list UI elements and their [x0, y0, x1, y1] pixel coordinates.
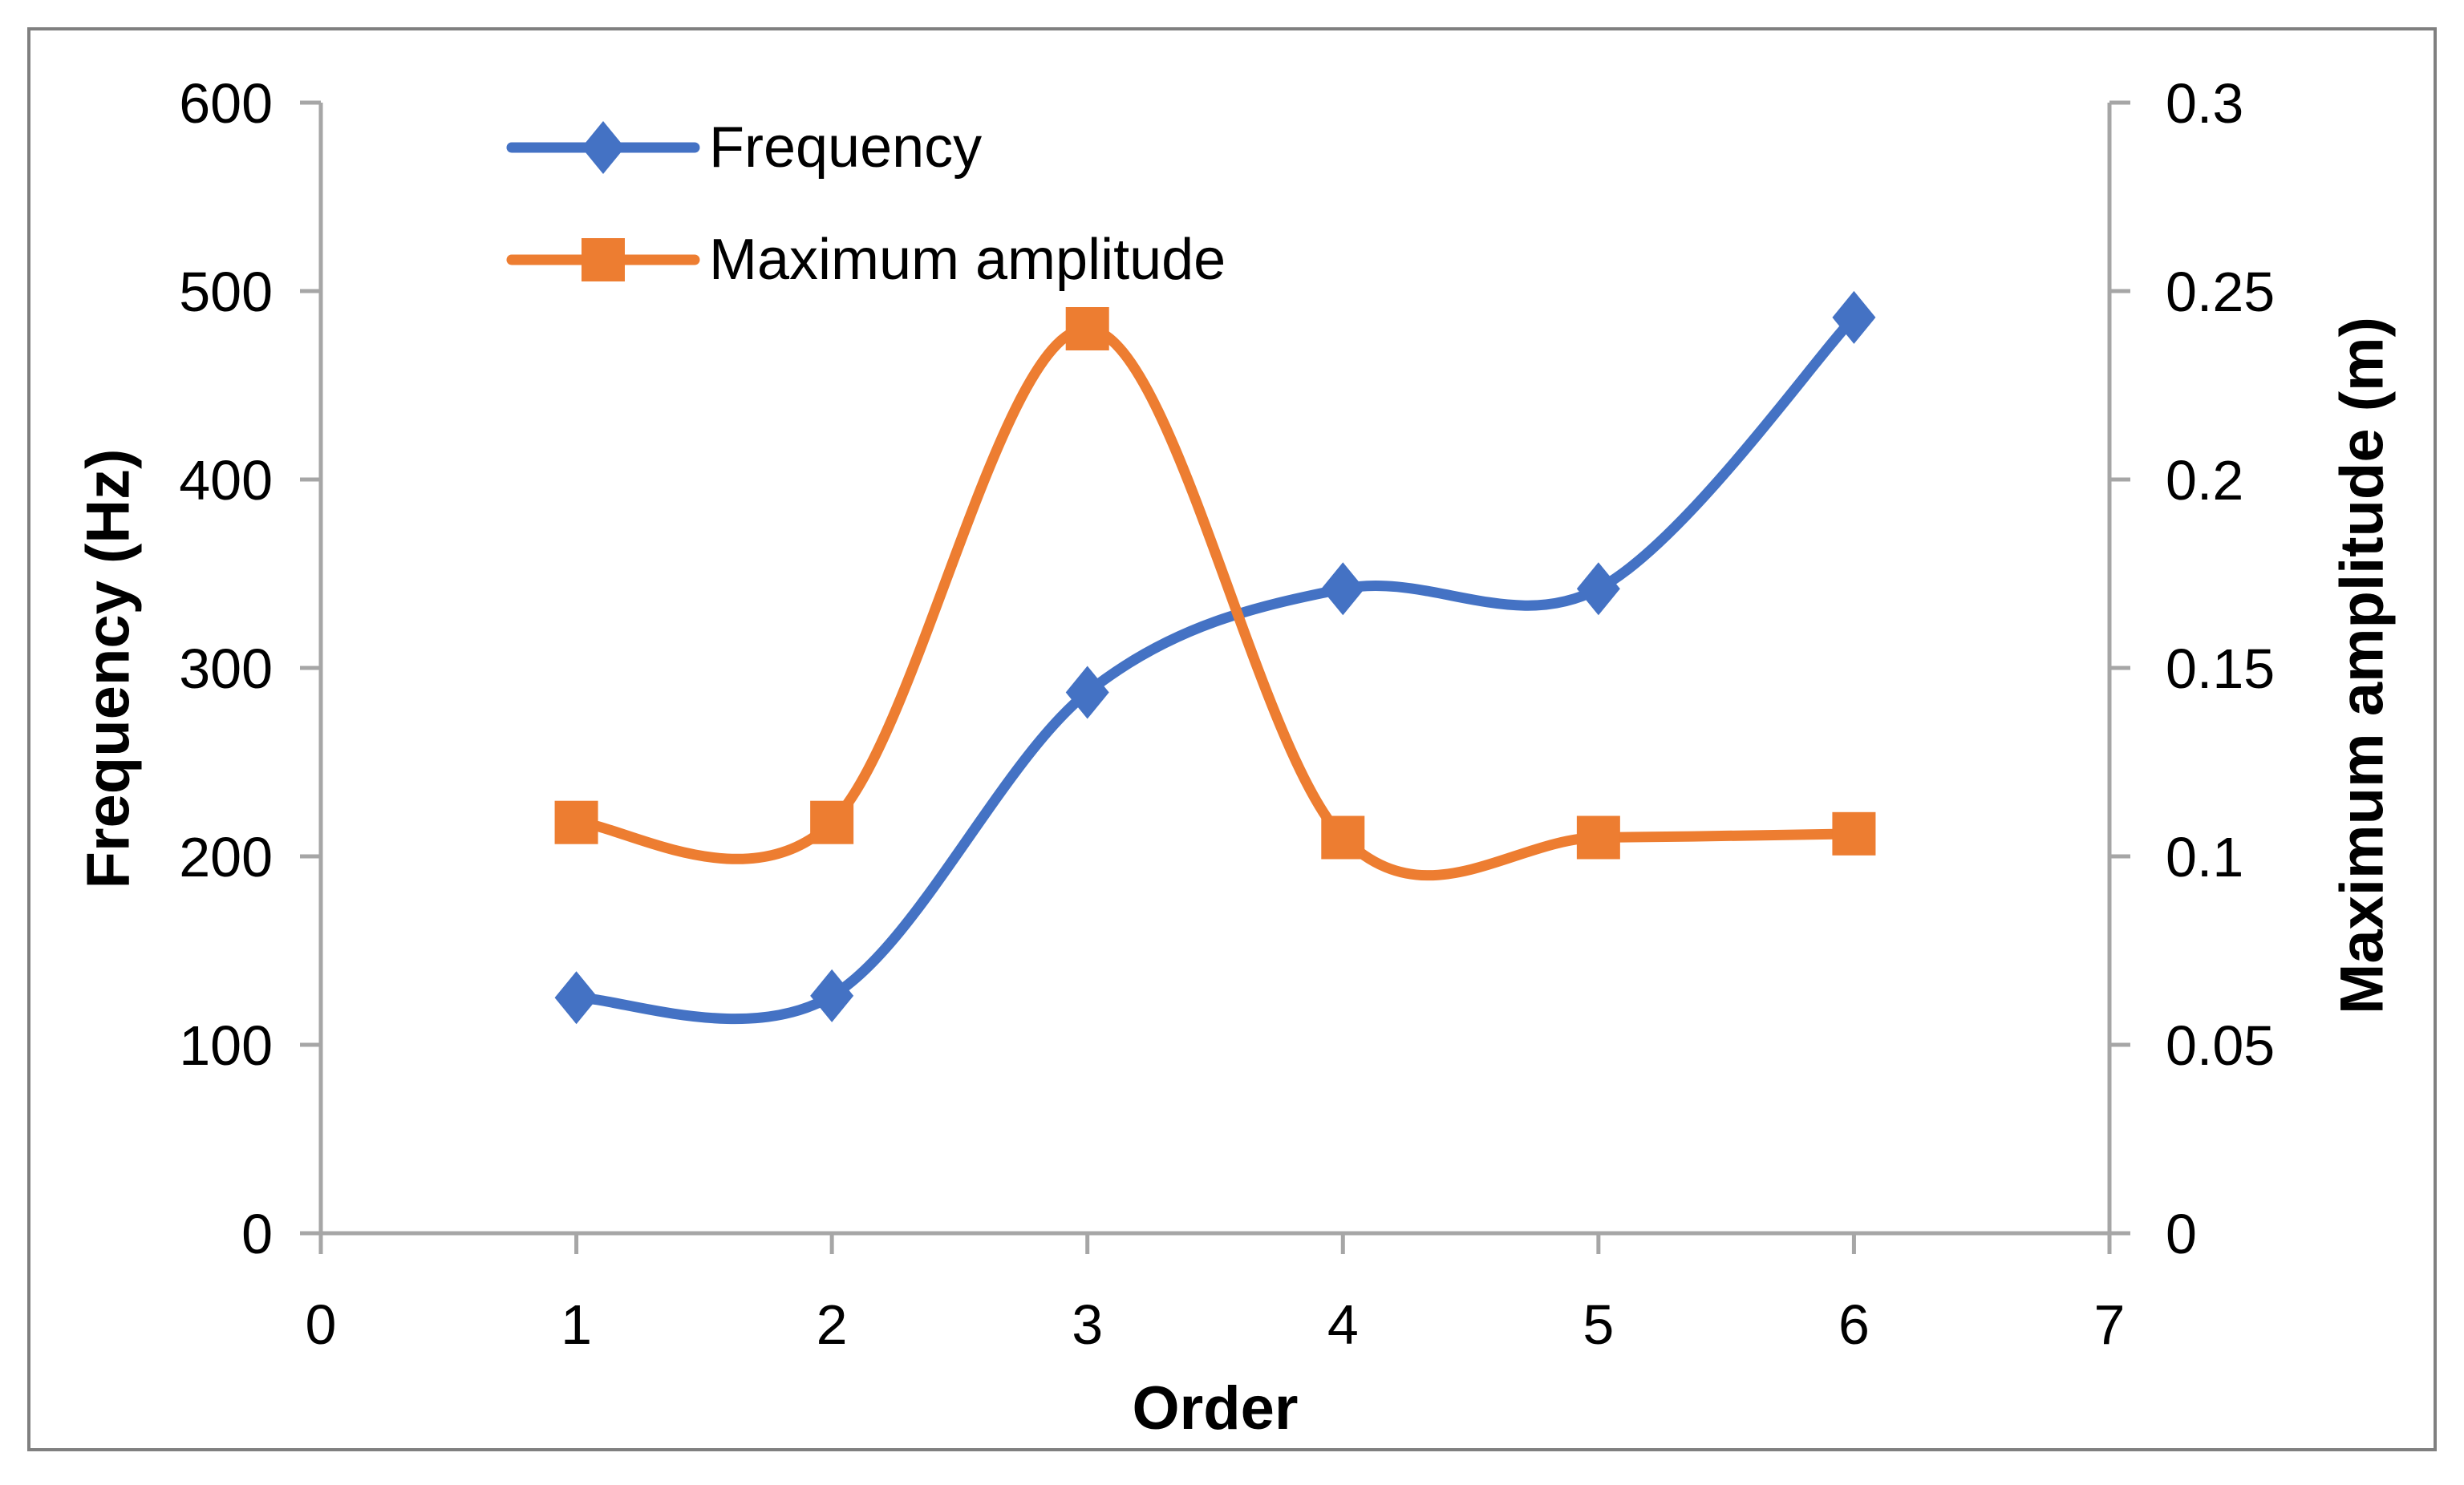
x-axis-tick-label: 0: [306, 1293, 337, 1356]
y-right-tick-label: 0.05: [2166, 1014, 2275, 1077]
frequency-marker-2: [810, 969, 854, 1022]
x-axis-tick-label: 2: [817, 1293, 848, 1356]
y-left-tick-label: 600: [179, 72, 273, 135]
y-right-tick-label: 0.15: [2166, 637, 2275, 700]
frequency-marker-3: [1065, 666, 1109, 719]
y-left-tick-label: 100: [179, 1014, 273, 1077]
maximum-amplitude-marker-4: [1321, 815, 1365, 860]
y-left-tick-label: 500: [179, 261, 273, 323]
x-axis-tick-label: 5: [1583, 1293, 1614, 1356]
right-axis-title: Maximum amplitude (m): [2328, 317, 2397, 1014]
maximum-amplitude-marker-3: [1065, 307, 1109, 350]
series-layer: [554, 290, 1876, 1025]
y-right-tick-label: 0.25: [2166, 261, 2275, 323]
x-axis-tick-label: 1: [561, 1293, 592, 1356]
legend-label-frequency: Frequency: [709, 115, 982, 180]
legend: [506, 121, 700, 281]
chart-border: [27, 27, 2437, 1451]
frequency-line: [571, 312, 1859, 1025]
y-left-tick-label: 0: [241, 1203, 273, 1265]
legend-label-maximum-amplitude: Maximum amplitude: [709, 228, 1226, 292]
y-left-tick-label: 300: [179, 637, 273, 700]
frequency-marker-1: [554, 971, 598, 1025]
y-right-tick-label: 0.1: [2166, 826, 2243, 888]
legend-marker-maximum-amplitude: [582, 238, 625, 281]
legend-marker-frequency: [582, 121, 625, 174]
left-axis-title: Frequency (Hz): [75, 449, 143, 889]
maximum-amplitude-marker-6: [1832, 811, 1876, 856]
x-axis-title: Order: [1133, 1374, 1299, 1443]
x-axis-tick-label: 6: [1838, 1293, 1870, 1356]
frequency-marker-5: [1576, 562, 1620, 616]
maximum-amplitude-marker-2: [810, 800, 854, 844]
maximum-amplitude-marker-1: [554, 800, 598, 844]
maximum-amplitude-line: [571, 323, 1859, 881]
axes-layer: 0 100 200 300 400 500 600 0 0.05 0.1 0.15 0.2 0.25 0.…: [179, 72, 2275, 1356]
x-axis-tick-label: 4: [1327, 1293, 1359, 1356]
frequency-marker-6: [1832, 290, 1876, 344]
y-left-tick-label: 400: [179, 449, 273, 512]
frequency-marker-4: [1321, 562, 1365, 616]
x-axis-tick-label: 7: [2094, 1293, 2126, 1356]
y-right-tick-label: 0.2: [2166, 449, 2243, 512]
x-axis-tick-label: 3: [1072, 1293, 1103, 1356]
maximum-amplitude-marker-5: [1576, 815, 1620, 860]
y-right-tick-label: 0.3: [2166, 72, 2243, 135]
y-left-tick-label: 200: [179, 826, 273, 888]
y-right-tick-label: 0: [2166, 1203, 2197, 1265]
